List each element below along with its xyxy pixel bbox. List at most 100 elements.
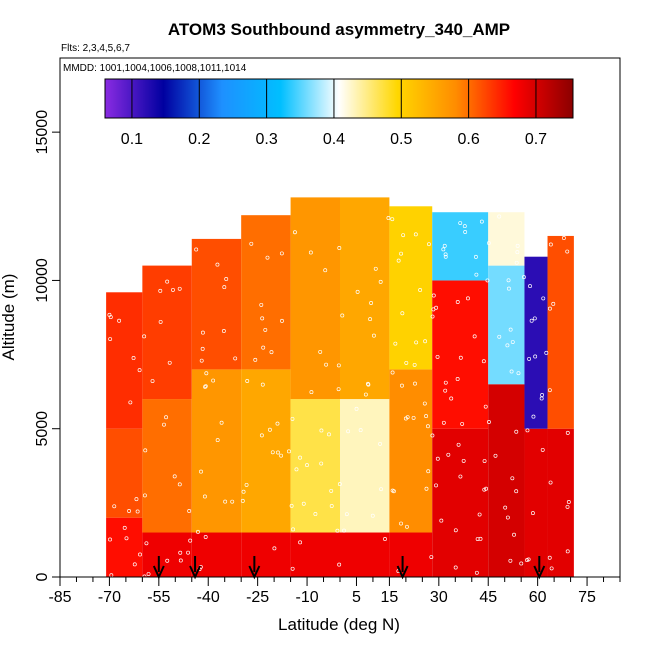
sample-point bbox=[346, 429, 351, 434]
sample-point bbox=[458, 221, 463, 225]
x-tick-label: 60 bbox=[529, 589, 547, 606]
sample-point bbox=[337, 246, 342, 250]
sample-point bbox=[527, 356, 532, 361]
sample-point bbox=[540, 447, 545, 452]
sample-point bbox=[259, 302, 264, 307]
sample-point bbox=[298, 540, 303, 545]
heatmap-cell bbox=[241, 215, 291, 370]
sample-point bbox=[203, 535, 208, 539]
sample-point bbox=[230, 499, 235, 504]
sample-point bbox=[481, 359, 486, 364]
sample-point bbox=[245, 379, 250, 383]
sample-point bbox=[342, 528, 346, 533]
x-tick-label: 5 bbox=[352, 589, 361, 606]
heatmap-cell bbox=[524, 256, 548, 429]
sample-point bbox=[430, 433, 435, 438]
sample-point bbox=[200, 330, 205, 335]
sample-point bbox=[414, 340, 419, 345]
sample-point bbox=[391, 489, 396, 494]
sample-point bbox=[482, 487, 487, 492]
sample-point bbox=[211, 378, 216, 383]
sample-point bbox=[403, 416, 408, 421]
y-axis-label: Altitude (m) bbox=[0, 274, 18, 361]
sample-point bbox=[519, 561, 524, 566]
heatmap-cell bbox=[340, 532, 390, 577]
sample-point bbox=[233, 356, 238, 361]
sample-point bbox=[158, 319, 163, 324]
sample-point bbox=[528, 284, 532, 289]
sample-point bbox=[461, 458, 466, 463]
sample-point bbox=[177, 286, 182, 291]
colorbar-tick-label: 0.7 bbox=[525, 131, 547, 148]
sample-point bbox=[150, 379, 155, 383]
sample-point bbox=[294, 467, 299, 472]
sample-point bbox=[493, 453, 498, 458]
sample-point bbox=[194, 247, 199, 252]
sample-point bbox=[222, 285, 227, 290]
x-tick-label: -85 bbox=[48, 589, 71, 606]
sample-point bbox=[497, 334, 502, 339]
sample-point bbox=[386, 216, 391, 220]
sample-point bbox=[291, 527, 295, 532]
colorbar bbox=[104, 78, 574, 119]
heatmap-cell bbox=[191, 532, 242, 577]
sample-point bbox=[308, 250, 313, 255]
sample-point bbox=[532, 316, 537, 321]
sample-point bbox=[164, 415, 169, 420]
sample-point bbox=[142, 334, 147, 339]
sample-point bbox=[253, 357, 258, 362]
sample-point bbox=[305, 463, 309, 468]
sample-point bbox=[510, 340, 515, 344]
sample-point bbox=[223, 499, 228, 504]
heatmap-cell bbox=[142, 532, 192, 577]
sample-point bbox=[508, 558, 513, 563]
sample-point bbox=[418, 287, 423, 292]
sample-point bbox=[458, 355, 463, 360]
sample-point bbox=[512, 532, 516, 537]
sample-point bbox=[354, 406, 359, 411]
sample-point bbox=[215, 262, 220, 267]
heatmap-cell bbox=[106, 428, 143, 518]
sample-point bbox=[221, 329, 226, 333]
sample-point bbox=[286, 449, 291, 454]
sample-point bbox=[373, 266, 378, 271]
sample-point bbox=[371, 333, 376, 338]
sample-point bbox=[199, 358, 204, 363]
x-tick-label: 75 bbox=[578, 589, 596, 606]
sample-point bbox=[525, 558, 529, 563]
sample-point bbox=[514, 489, 519, 494]
sample-point bbox=[539, 396, 544, 401]
sample-point bbox=[135, 509, 140, 514]
sample-point bbox=[505, 343, 510, 348]
sample-point bbox=[509, 369, 514, 374]
flights-label: Flts: 2,3,4,5,6,7 bbox=[61, 43, 130, 54]
sample-point bbox=[370, 513, 375, 518]
sample-point bbox=[530, 511, 535, 516]
dates-label: MMDD: 1001,1004,1006,1008,1011,1014 bbox=[63, 63, 247, 74]
sample-point bbox=[446, 452, 451, 457]
sample-point bbox=[379, 487, 384, 492]
heatmap-cell bbox=[340, 197, 390, 400]
sample-point bbox=[463, 230, 468, 234]
sample-point bbox=[309, 390, 314, 395]
sample-point bbox=[366, 382, 371, 387]
sample-point bbox=[327, 432, 331, 437]
sample-point bbox=[144, 541, 149, 546]
sample-point bbox=[272, 546, 277, 551]
sample-point bbox=[425, 424, 430, 429]
heatmap-cell bbox=[488, 384, 525, 577]
sample-point bbox=[131, 355, 136, 360]
sample-point bbox=[426, 242, 431, 247]
sample-point bbox=[515, 243, 520, 248]
sample-point bbox=[265, 255, 270, 260]
sample-point bbox=[506, 278, 511, 283]
sample-point bbox=[431, 307, 436, 312]
sample-point bbox=[548, 480, 553, 485]
heatmap-cell bbox=[432, 280, 489, 429]
sample-point bbox=[298, 455, 303, 460]
sample-point bbox=[199, 469, 203, 474]
sample-point bbox=[506, 286, 511, 291]
sample-point bbox=[443, 254, 448, 259]
sample-point bbox=[279, 251, 284, 256]
sample-point bbox=[466, 296, 470, 301]
